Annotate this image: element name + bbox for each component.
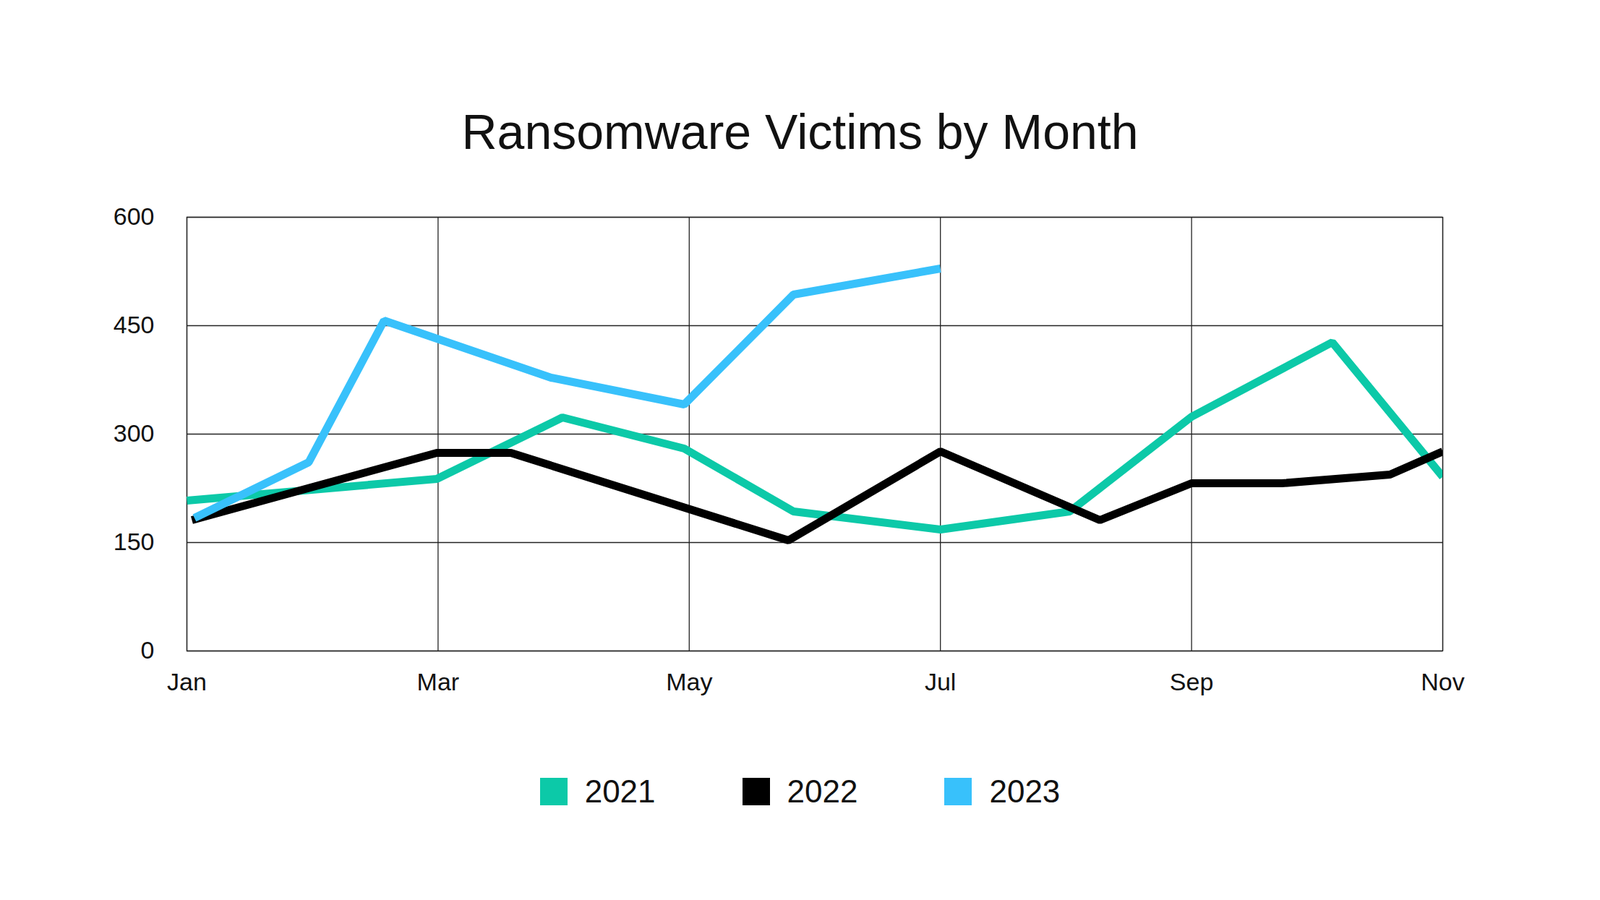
- svg-text:0: 0: [140, 636, 155, 664]
- svg-text:600: 600: [113, 202, 155, 230]
- html-text:2021: 2021: [584, 773, 656, 810]
- svg-text:Nov: Nov: [1420, 668, 1465, 696]
- svg-text:Mar: Mar: [417, 668, 460, 696]
- svg-text:Sep: Sep: [1169, 668, 1214, 696]
- svg-text:Jul: Jul: [924, 668, 956, 696]
- html-text:Ransomware Victims by Month: Ransomware Victims by Month: [461, 104, 1139, 160]
- svg-text:150: 150: [113, 527, 155, 556]
- html-text:2022: 2022: [786, 773, 858, 810]
- svg-text:May: May: [665, 668, 713, 696]
- svg-text:300: 300: [113, 419, 155, 447]
- svg-text:450: 450: [113, 310, 155, 339]
- html-text:2023: 2023: [989, 773, 1061, 810]
- svg-text:Jan: Jan: [167, 668, 207, 696]
